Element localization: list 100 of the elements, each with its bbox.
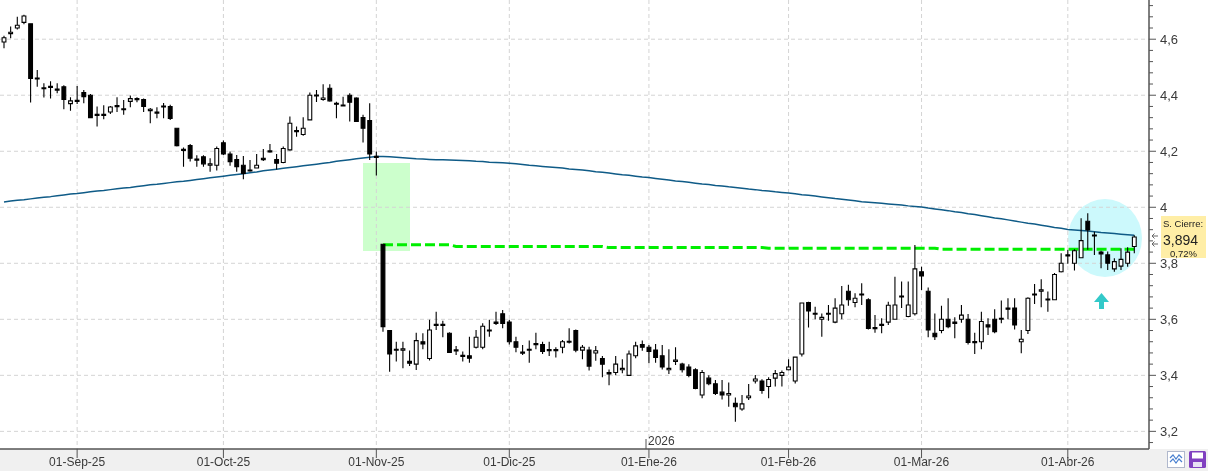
candlestick	[806, 301, 811, 328]
y-tick-label: 4	[1160, 199, 1168, 215]
y-tick-label: 3,4	[1160, 367, 1179, 383]
candlestick	[147, 107, 153, 124]
candlestick	[958, 304, 964, 324]
candlestick	[294, 126, 299, 138]
candlestick	[1085, 212, 1091, 251]
candlestick	[347, 92, 353, 123]
candlestick	[387, 329, 393, 373]
candlestick	[1131, 234, 1137, 254]
candlestick	[533, 332, 539, 350]
candlestick	[560, 339, 565, 354]
candlestick	[1058, 252, 1064, 274]
candlestick	[254, 153, 260, 170]
candlestick	[693, 367, 698, 390]
candlestick	[154, 106, 160, 119]
candlestick	[161, 102, 167, 119]
x-tick-label: 01-Oct-25	[196, 455, 251, 469]
candlestick	[1038, 278, 1044, 308]
candlestick	[274, 153, 280, 171]
candlestick	[666, 348, 672, 375]
line-series	[3, 155, 1136, 237]
candlestick	[812, 306, 818, 320]
candlestick	[373, 150, 379, 177]
candlestick	[673, 346, 678, 366]
candlestick	[1072, 248, 1077, 272]
candlestick	[826, 304, 831, 322]
y-tick-label: 4,4	[1160, 87, 1179, 103]
x-tick-label: 01-Nov-25	[348, 455, 405, 469]
candlestick	[540, 341, 545, 355]
candlestick	[1, 35, 7, 49]
candlestick	[187, 143, 193, 163]
y-tick-label: 3,2	[1160, 423, 1179, 439]
text: 3,894	[1163, 231, 1199, 248]
x-tick-label: 01-Abr-26	[1041, 455, 1095, 469]
x-tick-label: 01-Sep-25	[49, 455, 106, 469]
candlestick	[181, 147, 186, 168]
candlestick	[932, 312, 938, 341]
candlestick	[314, 89, 319, 103]
candlestick	[8, 26, 14, 39]
candlestick	[307, 91, 313, 121]
candlestick	[1091, 231, 1097, 256]
candlestick	[28, 23, 34, 104]
candlestick	[799, 301, 805, 358]
candlestick	[300, 116, 306, 137]
candlestick	[48, 80, 53, 100]
y-tick-label: 4,6	[1160, 31, 1179, 47]
candlestick	[653, 343, 659, 364]
candlestick	[220, 140, 226, 156]
candlestick	[34, 69, 40, 88]
candlestick	[14, 16, 20, 30]
x-tick-label: 01-Ene-26	[620, 455, 678, 469]
candlestick	[939, 305, 944, 334]
candlestick	[526, 340, 532, 364]
text: 0,72%	[1170, 247, 1198, 259]
y-tick-label: 3,6	[1160, 311, 1179, 327]
candlestick	[1025, 296, 1031, 335]
candlestick	[786, 358, 792, 372]
candlestick	[340, 96, 346, 107]
candlestick	[460, 350, 466, 363]
candlestick	[1065, 249, 1071, 265]
candlestick	[81, 89, 87, 104]
candlestick	[380, 243, 386, 333]
candlestick	[333, 101, 339, 119]
candlestick	[68, 96, 73, 112]
candlestick	[121, 99, 127, 116]
candlestick	[267, 143, 273, 154]
candlestick	[466, 336, 472, 364]
candlestick	[486, 319, 492, 338]
candlestick	[167, 104, 173, 121]
candlestick	[925, 286, 931, 338]
y-tick-label: 4,2	[1160, 143, 1179, 159]
candlestick	[407, 349, 413, 367]
candlestick	[879, 317, 885, 334]
candlestick	[427, 319, 432, 362]
candlestick	[899, 280, 905, 309]
candlestick	[746, 383, 752, 401]
candlestick	[919, 266, 924, 291]
text: S. Cierre:	[1163, 217, 1204, 229]
annotation: 2026	[648, 434, 676, 448]
candlestick	[194, 154, 200, 168]
candlestick	[87, 93, 93, 119]
candlestick	[447, 331, 452, 353]
candlestick	[1032, 283, 1038, 305]
candlestick	[453, 345, 459, 356]
candlestick	[580, 344, 585, 360]
candlestick	[174, 127, 180, 148]
candlestick	[1052, 272, 1057, 301]
candlestick	[659, 344, 665, 370]
candlestick	[998, 300, 1004, 324]
x-tick-label: 01-Feb-26	[760, 455, 817, 469]
candlestick	[260, 148, 266, 162]
candlestick	[712, 379, 718, 396]
x-tick-label: 01-Mar-26	[893, 455, 950, 469]
candlestick	[41, 82, 47, 99]
candlestick	[1078, 217, 1084, 259]
candlestick	[201, 154, 206, 168]
candlestick	[74, 85, 80, 105]
candlestick	[1018, 329, 1024, 354]
candlestick	[599, 355, 605, 378]
